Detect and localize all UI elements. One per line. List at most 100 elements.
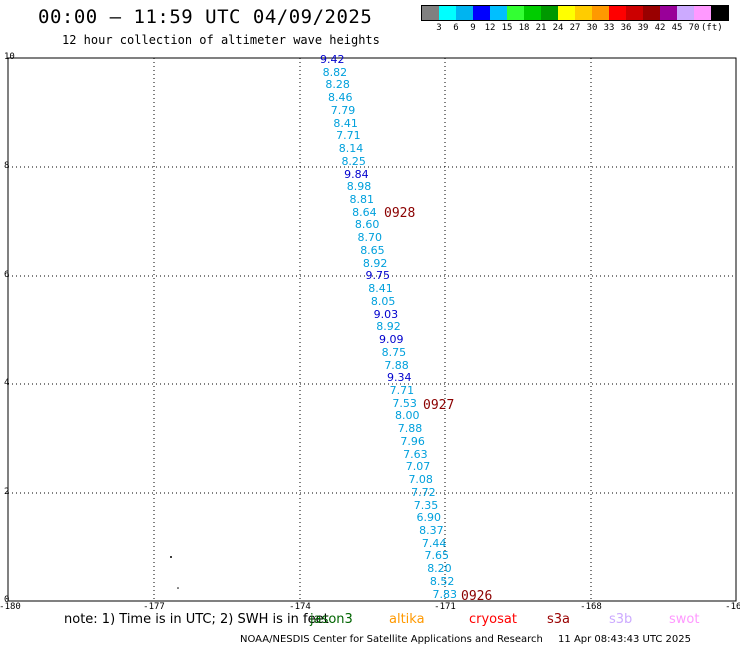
swh-value: 8.14: [338, 142, 364, 156]
legend-swatch: [456, 6, 473, 20]
swh-value: 7.83: [432, 587, 458, 601]
swh-value: 8.41: [368, 282, 393, 296]
legend-swatch: [626, 6, 643, 20]
satellite-jason3: jason3: [310, 612, 353, 627]
swh-value: 8.37: [419, 524, 444, 537]
swh-value: 7.72: [411, 485, 436, 499]
swh-value: 8.82: [322, 65, 348, 79]
swh-value: 8.98: [346, 180, 372, 194]
satellite-s3a: s3a: [547, 612, 571, 627]
legend-swatch: [422, 6, 439, 20]
footer-credit: NOAA/NESDIS Center for Satellite Applica…: [240, 634, 543, 645]
swh-value: 8.64: [352, 205, 377, 219]
legend-swatch: [609, 6, 626, 20]
pass-time-label: 0926: [461, 589, 493, 604]
satellite-altika: altika: [389, 612, 425, 627]
legend-label: 6: [453, 23, 459, 33]
swh-value: 7.08: [408, 473, 433, 487]
swh-value: 7.65: [424, 549, 450, 563]
swh-value: 7.79: [330, 103, 356, 117]
legend-label: 70: [688, 23, 700, 33]
footer: NOAA/NESDIS Center for Satellite Applica…: [240, 634, 703, 645]
swh-value: 7.96: [400, 434, 425, 448]
swh-value: 7.71: [336, 129, 361, 143]
swh-value: 8.46: [328, 91, 353, 105]
swh-value: 7.07: [405, 460, 431, 474]
x-tick-label: -171: [434, 602, 456, 612]
legend-swatch: [507, 6, 524, 20]
swh-value: 8.05: [370, 294, 396, 308]
y-tick-label: 4: [4, 378, 10, 388]
pass-time-label: 0928: [384, 206, 416, 221]
legend-label: (ft): [701, 23, 723, 33]
legend-swatch: [473, 6, 490, 20]
note-text: note: 1) Time is in UTC; 2) SWH is in fe…: [64, 612, 329, 627]
swh-value: 8.81: [349, 193, 374, 207]
swh-value: 9.75: [365, 269, 391, 283]
swh-value: 6.90: [416, 511, 441, 525]
legend-label: 36: [620, 23, 632, 33]
legend-swatches: [421, 5, 729, 21]
y-tick-label: 10: [4, 52, 15, 62]
legend-swatch: [524, 6, 541, 20]
footer-timestamp: 11 Apr 08:43:43 UTC 2025: [558, 634, 691, 645]
swh-value: 8.00: [395, 409, 420, 423]
island-dot: [170, 556, 172, 558]
legend-label: 24: [552, 23, 564, 33]
x-tick-label: -180: [0, 602, 21, 612]
legend-label: 39: [637, 23, 649, 33]
legend-swatch: [592, 6, 609, 20]
swh-value: 8.25: [341, 154, 366, 168]
swh-value: 8.20: [427, 562, 452, 576]
swh-value: 8.52: [429, 574, 455, 588]
island-dot: [177, 587, 179, 589]
swh-value: 7.71: [389, 383, 415, 397]
legend-swatch: [694, 6, 711, 20]
legend-label: 3: [436, 23, 442, 33]
legend-swatch: [558, 6, 575, 20]
y-tick-label: 0: [4, 595, 10, 605]
swh-value: 8.28: [325, 78, 350, 92]
legend-label: 42: [654, 23, 666, 33]
swh-value: 7.53: [392, 396, 417, 410]
legend-label: 30: [586, 23, 598, 33]
legend-swatch: [643, 6, 660, 20]
swh-value: 8.92: [376, 320, 401, 334]
legend-swatch: [541, 6, 558, 20]
x-tick-label: -165: [725, 602, 740, 612]
swh-value: 8.70: [357, 231, 383, 245]
legend-label: 18: [518, 23, 530, 33]
legend-swatch: [490, 6, 507, 20]
legend-label: 21: [535, 23, 547, 33]
swh-value: 9.03: [373, 307, 399, 321]
legend-label: 33: [603, 23, 615, 33]
swh-value: 8.75: [381, 345, 407, 359]
map-frame: [7, 57, 737, 602]
legend-label: 15: [501, 23, 513, 33]
pass-time-label: 0927: [423, 398, 455, 413]
y-tick-label: 6: [4, 270, 10, 280]
y-tick-label: 8: [4, 161, 10, 171]
legend-label: 27: [569, 23, 581, 33]
legend-label: 45: [671, 23, 683, 33]
swh-value: 8.92: [362, 256, 388, 270]
x-tick-label: -177: [143, 602, 165, 612]
swh-value: 7.88: [384, 358, 409, 372]
swh-value: 7.44: [421, 536, 447, 550]
x-tick-label: -168: [580, 602, 602, 612]
satellite-s3b: s3b: [609, 612, 633, 627]
legend-labels: 3 6 9 12 15 18 21 24 27 30 33 36 39 42 45 70 (ft): [421, 21, 729, 35]
legend-swatch: [439, 6, 456, 20]
legend-label: 9: [470, 23, 476, 33]
swh-value: 9.34: [387, 371, 412, 385]
swh-value: 7.63: [403, 447, 428, 461]
swh-value: 8.65: [360, 243, 385, 257]
legend-swatch: [660, 6, 677, 20]
swh-value: 9.42: [320, 53, 345, 66]
satellite-cryosat: cryosat: [469, 612, 517, 627]
page-title: 00:00 – 11:59 UTC 04/09/2025: [38, 6, 373, 28]
legend-label: 12: [484, 23, 496, 33]
swh-value: 7.88: [397, 422, 423, 436]
